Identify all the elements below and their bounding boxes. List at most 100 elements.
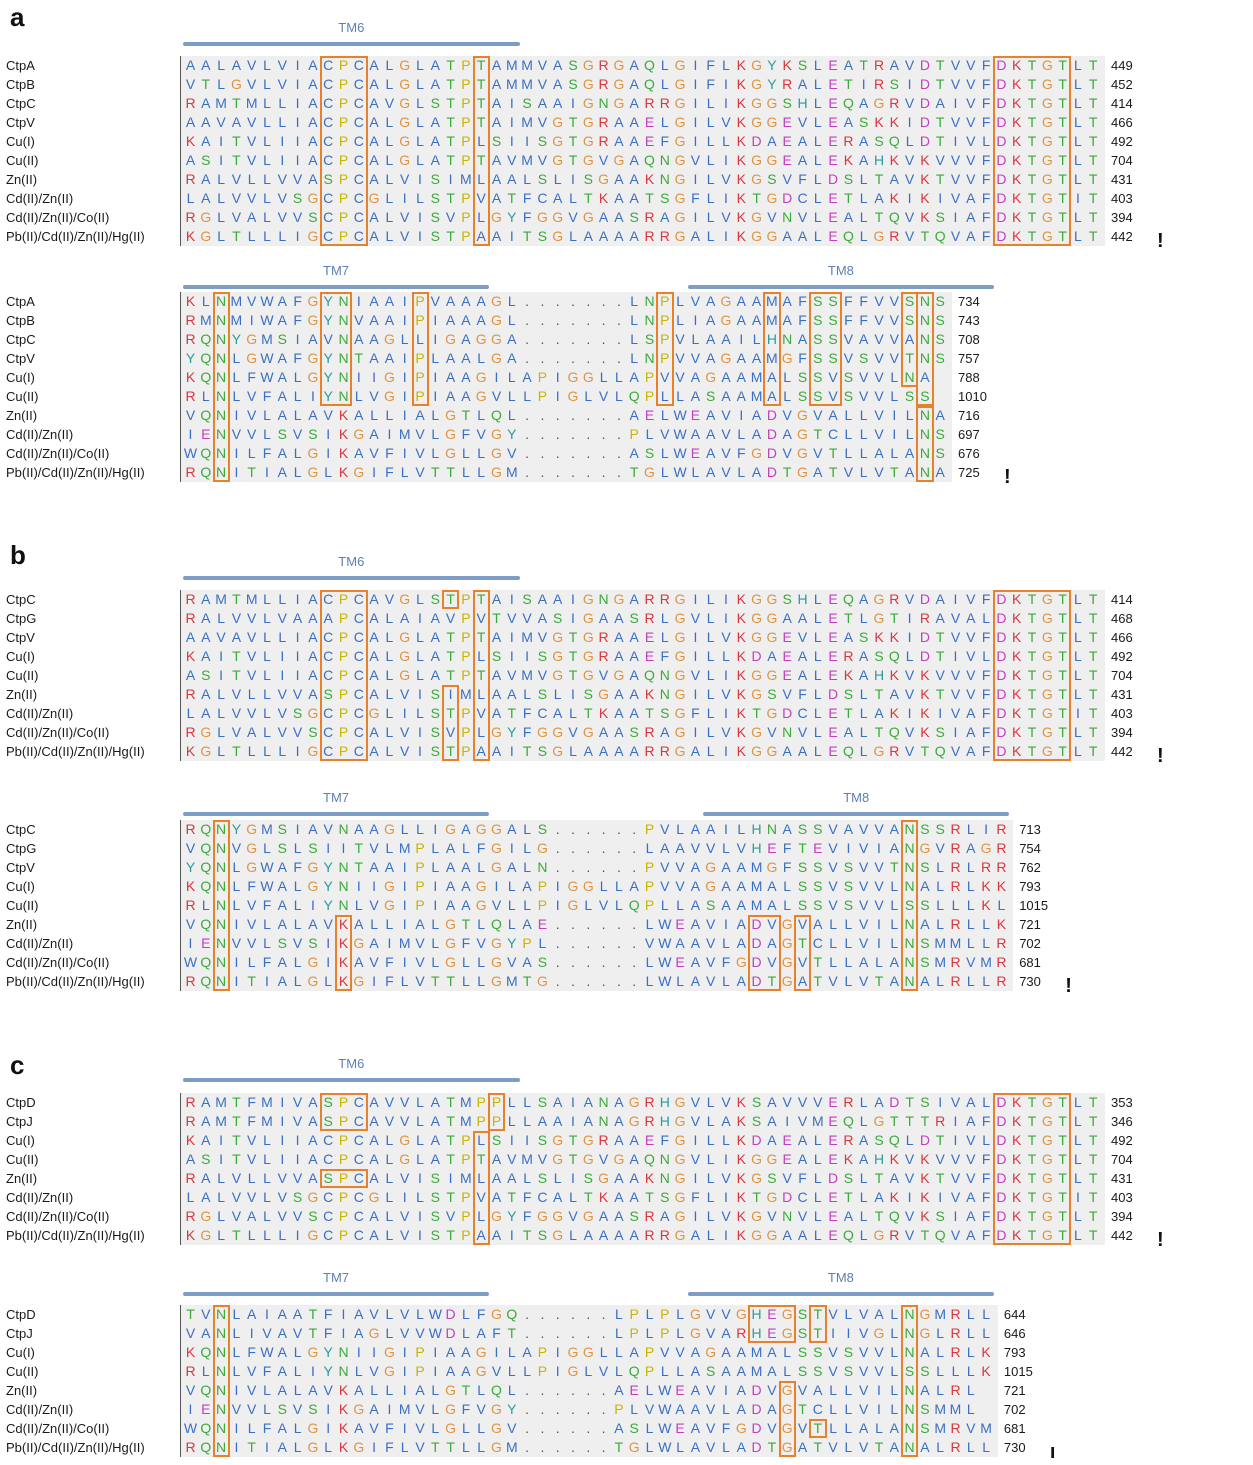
residue: L — [354, 897, 363, 913]
residue: P — [537, 369, 548, 385]
residue: A — [843, 1208, 854, 1224]
residue: T — [446, 152, 455, 168]
residue: V — [491, 897, 502, 913]
residue: M — [934, 954, 947, 970]
residue: S — [843, 1344, 854, 1360]
residue: L — [890, 1306, 899, 1322]
residue: V — [675, 1344, 685, 1360]
residue: V — [966, 648, 976, 664]
residue: A — [369, 293, 379, 309]
residue: L — [676, 1363, 684, 1379]
residue: D — [996, 591, 1007, 607]
residue: D — [996, 76, 1007, 92]
residue: . — [525, 1382, 530, 1398]
residue: L — [217, 1189, 225, 1205]
residue: K — [1012, 1132, 1022, 1148]
residue: W — [658, 1420, 672, 1436]
residue: A — [277, 445, 287, 461]
residue: C — [323, 667, 334, 683]
residue: V — [950, 1227, 961, 1243]
residue: L — [385, 76, 394, 92]
residue: L — [660, 445, 669, 461]
residue: I — [402, 1344, 407, 1360]
residue: C — [323, 1151, 334, 1167]
residue: A — [369, 859, 379, 875]
residue: I — [509, 228, 514, 244]
residue: G — [674, 610, 686, 626]
residue: L — [722, 935, 730, 951]
residue: A — [920, 1439, 930, 1455]
residue: Y — [323, 1363, 333, 1379]
residue: M — [521, 76, 533, 92]
residue: A — [675, 935, 685, 951]
residue: V — [874, 821, 884, 837]
residue: . — [616, 821, 621, 837]
residue: F — [461, 426, 471, 442]
sequence-name: CtpD — [6, 1095, 36, 1110]
residue: A — [553, 1094, 563, 1110]
sequence-name: CtpV — [6, 115, 35, 130]
residue: A — [782, 610, 792, 626]
residue: A — [828, 407, 838, 423]
residue: W — [183, 1420, 198, 1436]
residue: L — [722, 1401, 730, 1417]
residue: S — [935, 821, 945, 837]
residue: A — [461, 1344, 471, 1360]
residue: A — [889, 57, 899, 73]
residue: I — [555, 878, 560, 894]
residue: N — [216, 935, 227, 951]
residue: L — [722, 133, 730, 149]
residue: W — [658, 916, 672, 932]
residue: V — [782, 686, 792, 702]
residue: V — [874, 878, 884, 894]
residue: G — [873, 591, 885, 607]
residue: W — [260, 369, 274, 385]
residue: I — [295, 1151, 300, 1167]
residue: A — [797, 743, 808, 759]
residue: K — [1012, 1170, 1022, 1186]
residue: L — [569, 228, 577, 244]
residue: A — [201, 1170, 211, 1186]
sequence-end-position: 431 — [1111, 687, 1133, 702]
residue: V — [216, 629, 226, 645]
residue: V — [966, 76, 976, 92]
residue: K — [1012, 686, 1022, 702]
residue: V — [400, 1113, 410, 1129]
residue: A — [277, 464, 287, 480]
residue: L — [507, 388, 516, 404]
residue: S — [843, 369, 854, 385]
residue: S — [920, 935, 930, 951]
residue: I — [219, 152, 224, 168]
residue: . — [571, 331, 575, 347]
residue: K — [736, 1113, 746, 1129]
residue: R — [185, 464, 196, 480]
block-end-mark: ! — [1157, 1229, 1164, 1251]
residue: A — [430, 133, 440, 149]
residue: . — [571, 1439, 575, 1455]
residue: N — [216, 1382, 227, 1398]
residue: R — [185, 1113, 196, 1129]
residue: G — [1041, 705, 1053, 721]
residue: K — [889, 114, 899, 130]
residue: T — [1058, 1189, 1067, 1205]
residue: T — [446, 57, 455, 73]
residue: G — [475, 1363, 487, 1379]
alignment-left-rule — [180, 56, 181, 246]
residue: M — [199, 312, 212, 328]
residue: A — [614, 743, 624, 759]
residue: L — [293, 388, 302, 404]
residue: P — [338, 1132, 349, 1148]
residue: K — [736, 1208, 746, 1224]
residue: V — [828, 1306, 838, 1322]
residue: A — [966, 840, 976, 856]
residue: L — [905, 1132, 914, 1148]
residue: I — [387, 426, 392, 442]
residue: V — [721, 445, 731, 461]
residue: G — [766, 152, 778, 168]
residue: K — [736, 57, 746, 73]
sequence-end-position: 762 — [1019, 860, 1041, 875]
residue: L — [645, 1420, 654, 1436]
residue: P — [338, 724, 349, 740]
residue: D — [751, 1439, 762, 1455]
sequence-name: Cd(II)/Zn(II) — [6, 1190, 74, 1205]
